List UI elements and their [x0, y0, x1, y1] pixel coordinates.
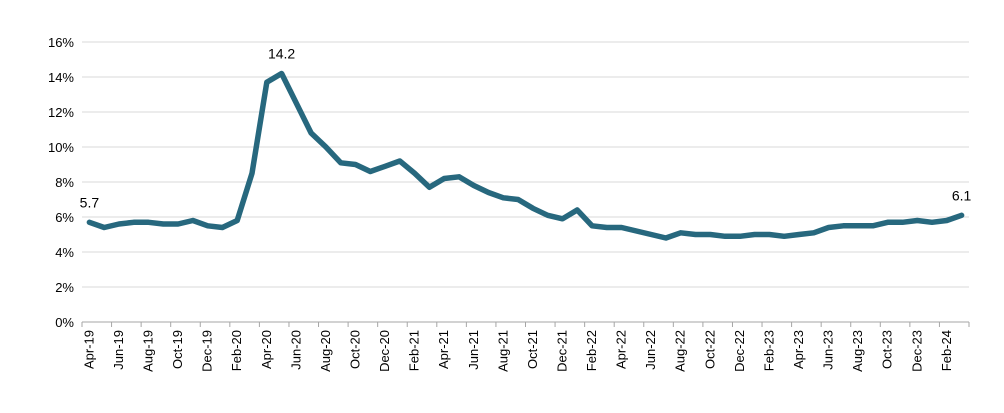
data-label: 14.2: [268, 46, 295, 62]
y-tick-label: 14%: [48, 70, 74, 85]
x-tick-label: Dec-19: [200, 330, 215, 372]
y-tick-label: 0%: [55, 315, 74, 330]
x-tick-label: Oct-21: [525, 330, 540, 369]
x-tick-label: Apr-20: [259, 330, 274, 369]
x-axis-tick-marks: [81, 322, 970, 327]
y-tick-label: 16%: [48, 35, 74, 50]
x-tick-label: Feb-20: [229, 330, 244, 371]
x-tick-label: Aug-21: [495, 330, 510, 372]
x-tick-label: Dec-21: [554, 330, 569, 372]
x-tick-label: Feb-24: [939, 330, 954, 371]
y-tick-label: 8%: [55, 175, 74, 190]
series-line: [86, 70, 965, 241]
x-tick-label: Apr-23: [791, 330, 806, 369]
x-tick-label: Feb-21: [407, 330, 422, 371]
y-tick-label: 12%: [48, 105, 74, 120]
x-tick-label: Aug-22: [673, 330, 688, 372]
x-tick-label: Oct-22: [702, 330, 717, 369]
y-tick-label: 6%: [55, 210, 74, 225]
x-tick-label: Jun-19: [111, 330, 126, 370]
x-tick-label: Feb-23: [761, 330, 776, 371]
data-points: [89, 73, 961, 238]
x-axis-tick-labels: Apr-19 Jun-19 Aug-19 Oct-19 Dec-19 Feb-20 Apr-…: [81, 330, 953, 372]
x-tick-label: Dec-23: [909, 330, 924, 372]
x-tick-label: Apr-22: [614, 330, 629, 369]
x-tick-label: Oct-20: [347, 330, 362, 369]
data-labels: 5.7 14.2 6.1: [80, 46, 972, 211]
y-tick-label: 10%: [48, 140, 74, 155]
x-tick-label: Feb-22: [584, 330, 599, 371]
x-tick-label: Oct-19: [170, 330, 185, 369]
x-tick-label: Jun-21: [466, 330, 481, 370]
x-tick-label: Jun-23: [821, 330, 836, 370]
gridlines: [82, 41, 969, 288]
data-label: 5.7: [80, 194, 100, 210]
y-tick-label: 4%: [55, 245, 74, 260]
y-tick-label: 2%: [55, 280, 74, 295]
x-tick-label: Apr-19: [81, 330, 96, 369]
x-tick-label: Dec-20: [377, 330, 392, 372]
x-tick-label: Aug-19: [141, 330, 156, 372]
x-tick-label: Oct-23: [880, 330, 895, 369]
x-tick-label: Aug-20: [318, 330, 333, 372]
y-axis-tick-labels: 0% 2% 4% 6% 8% 10% 12% 14% 16%: [48, 35, 74, 330]
x-tick-label: Jun-22: [643, 330, 658, 370]
x-tick-label: Apr-21: [436, 330, 451, 369]
data-label: 6.1: [952, 187, 972, 203]
x-tick-label: Jun-20: [288, 330, 303, 370]
x-tick-label: Aug-23: [850, 330, 865, 372]
x-tick-label: Dec-22: [732, 330, 747, 372]
